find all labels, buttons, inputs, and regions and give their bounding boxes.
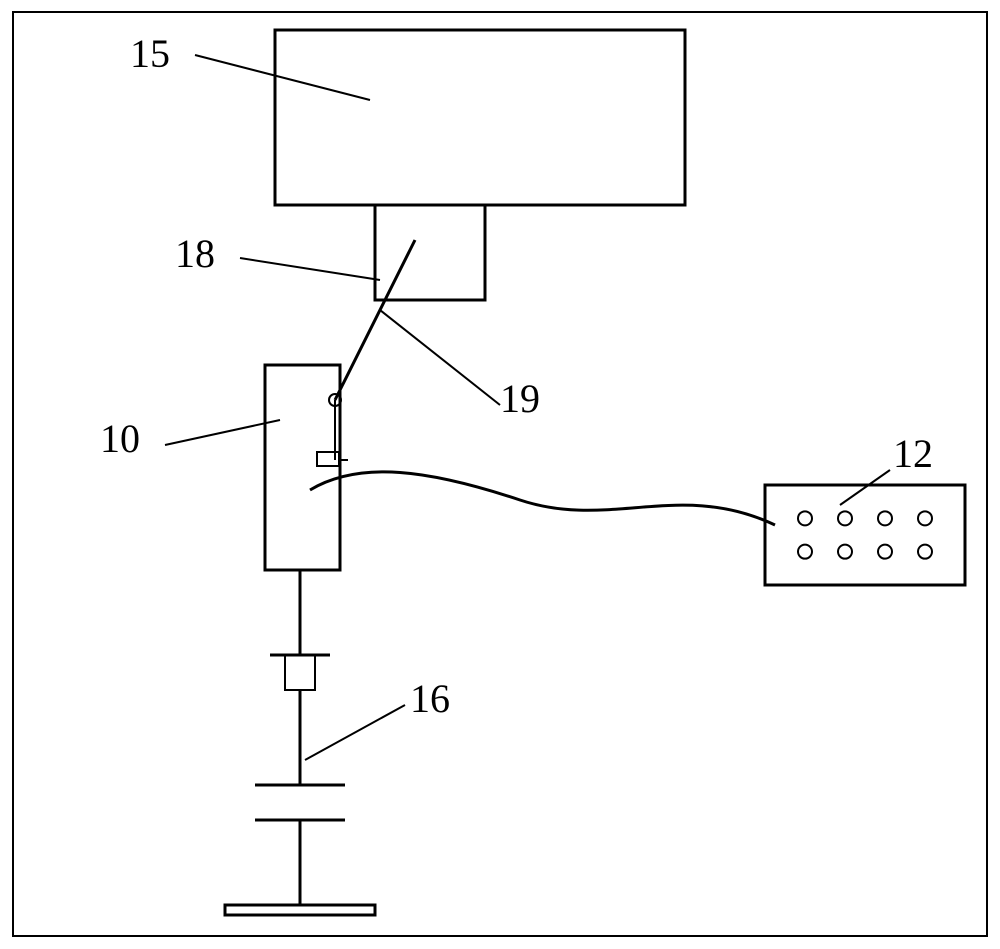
leader-l18	[240, 258, 380, 280]
panel-dot	[838, 545, 852, 559]
leader-l19	[380, 310, 500, 405]
label-15: 15	[130, 30, 170, 77]
panel-dot	[798, 545, 812, 559]
panel-dot	[878, 545, 892, 559]
outer-frame	[13, 12, 987, 936]
box-10	[265, 365, 340, 570]
coupling	[285, 655, 315, 690]
label-18: 18	[175, 230, 215, 277]
diagram-canvas	[0, 0, 1000, 949]
base-plate	[225, 905, 375, 915]
cable	[310, 472, 775, 525]
leader-l12	[840, 470, 890, 505]
leader-l16	[305, 705, 405, 760]
leader-l15	[195, 55, 370, 100]
panel-dot	[918, 545, 932, 559]
panel-dot	[878, 511, 892, 525]
leader-l10	[165, 420, 280, 445]
panel-12	[765, 485, 965, 585]
panel-dot	[798, 511, 812, 525]
panel-dot	[918, 511, 932, 525]
label-19: 19	[500, 375, 540, 422]
box-15	[275, 30, 685, 205]
label-10: 10	[100, 415, 140, 462]
label-16: 16	[410, 675, 450, 722]
label-12: 12	[893, 430, 933, 477]
panel-dot	[838, 511, 852, 525]
